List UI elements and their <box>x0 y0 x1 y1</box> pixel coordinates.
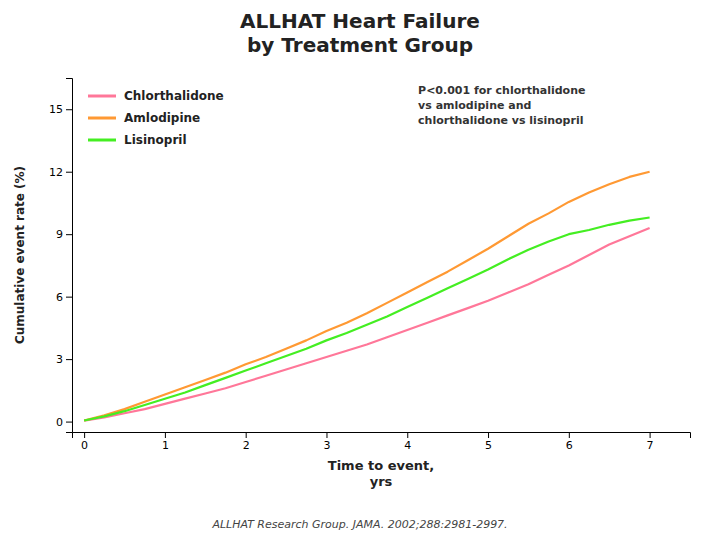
y-tick-mark <box>66 234 72 235</box>
x-tick: 0 <box>81 432 88 452</box>
y-axis-label-line: Cumulative event rate (%) <box>13 166 27 344</box>
series-line <box>84 172 649 421</box>
x-tick-label: 2 <box>243 439 250 452</box>
y-tick-label: 6 <box>56 291 63 304</box>
x-tick-mark <box>326 432 327 438</box>
legend-item: Lisinopril <box>88 133 187 147</box>
legend-swatch <box>88 117 116 120</box>
y-tick-label: 3 <box>56 353 63 366</box>
y-tick-mark <box>66 172 72 173</box>
chart: ALLHAT Heart Failureby Treatment Group 0 1… <box>0 0 720 540</box>
x-axis-line <box>73 433 691 439</box>
y-axis: 0 3 6 9 12 15 <box>49 79 73 433</box>
citation-line: ALLHAT Research Group. JAMA. 2002;288:29… <box>211 518 507 531</box>
y-tick-label: 15 <box>49 103 63 116</box>
title-line: ALLHAT Heart Failure <box>240 9 480 33</box>
legend: Chlorthalidone Amlodipine Lisinopril <box>88 89 224 147</box>
y-tick-mark <box>66 297 72 298</box>
annotation: P<0.001 for chlorthalidone vs amlodipine … <box>418 84 585 127</box>
x-tick: 5 <box>485 432 492 452</box>
legend-label: Amlodipine <box>124 111 200 125</box>
title-line: by Treatment Group <box>247 33 473 57</box>
legend-label: Lisinopril <box>124 133 187 147</box>
y-tick: 6 <box>56 291 72 304</box>
series-line <box>84 218 649 421</box>
x-tick-label: 4 <box>404 439 411 452</box>
x-axis-label: Time to event,yrs <box>328 458 434 489</box>
x-tick: 7 <box>647 432 654 452</box>
x-axis-label-line: yrs <box>370 474 393 489</box>
y-tick-mark <box>66 422 72 423</box>
x-tick-mark <box>569 432 570 438</box>
x-tick-mark <box>84 432 85 438</box>
y-tick-mark <box>66 359 72 360</box>
x-tick-mark <box>407 432 408 438</box>
annotation-line: chlorthalidone vs lisinopril <box>418 114 583 127</box>
y-tick-label: 12 <box>49 166 63 179</box>
annotation-line: P<0.001 for chlorthalidone <box>418 84 585 97</box>
y-tick: 9 <box>56 228 72 241</box>
legend-swatch <box>88 139 116 142</box>
x-tick-mark <box>246 432 247 438</box>
x-tick-mark <box>165 432 166 438</box>
legend-label: Chlorthalidone <box>124 89 224 103</box>
x-tick-label: 5 <box>485 439 492 452</box>
x-tick: 4 <box>404 432 411 452</box>
x-tick-label: 0 <box>81 439 88 452</box>
x-axis-label-line: Time to event, <box>328 458 434 473</box>
x-tick-label: 3 <box>323 439 330 452</box>
x-axis: 0 1 2 3 4 5 6 7 <box>73 432 691 452</box>
y-tick: 15 <box>49 103 72 116</box>
x-tick: 1 <box>162 432 169 452</box>
x-tick-label: 1 <box>162 439 169 452</box>
legend-item: Amlodipine <box>88 111 200 125</box>
y-tick-label: 9 <box>56 228 63 241</box>
lines <box>84 172 649 421</box>
x-tick-mark <box>488 432 489 438</box>
y-tick-mark <box>66 109 72 110</box>
x-tick-mark <box>650 432 651 438</box>
legend-swatch <box>88 95 116 98</box>
x-tick-label: 7 <box>647 439 654 452</box>
x-tick: 2 <box>243 432 250 452</box>
annotation-line: vs amlodipine and <box>418 99 531 112</box>
y-tick: 3 <box>56 353 72 366</box>
plot: 0123456703691215ChlorthalidoneAmlodipine… <box>13 79 691 490</box>
title: ALLHAT Heart Failureby Treatment Group <box>240 9 480 57</box>
y-tick: 0 <box>56 416 72 429</box>
y-axis-label: Cumulative event rate (%) <box>13 166 27 344</box>
y-axis-line <box>66 79 73 433</box>
citation: ALLHAT Research Group. JAMA. 2002;288:29… <box>211 518 507 531</box>
y-tick-label: 0 <box>56 416 63 429</box>
y-tick: 12 <box>49 166 72 179</box>
legend-item: Chlorthalidone <box>88 89 224 103</box>
x-tick: 6 <box>566 432 573 452</box>
x-tick-label: 6 <box>566 439 573 452</box>
x-tick: 3 <box>323 432 330 452</box>
